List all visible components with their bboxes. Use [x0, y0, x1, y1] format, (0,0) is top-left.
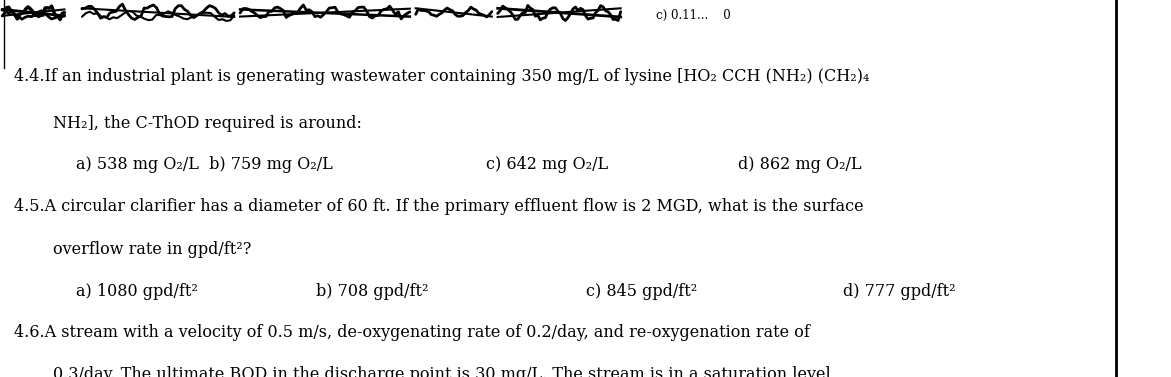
Text: c) 0.11...    0: c) 0.11... 0 — [656, 9, 731, 22]
Text: 0.3/day. The ultimate BOD in the discharge point is 30 mg/L. The stream is in a : 0.3/day. The ultimate BOD in the dischar… — [53, 366, 830, 377]
Text: a) 538 mg O₂/L  b) 759 mg O₂/L: a) 538 mg O₂/L b) 759 mg O₂/L — [76, 156, 333, 173]
Text: 4.4.If an industrial plant is generating wastewater containing 350 mg/L of lysin: 4.4.If an industrial plant is generating… — [14, 68, 869, 85]
Text: c) 845 gpd/ft²: c) 845 gpd/ft² — [586, 283, 697, 300]
Text: 4.5.A circular clarifier has a diameter of 60 ft. If the primary effluent flow i: 4.5.A circular clarifier has a diameter … — [14, 198, 864, 215]
Text: 4.6.A stream with a velocity of 0.5 m/s, de-oxygenating rate of 0.2/day, and re-: 4.6.A stream with a velocity of 0.5 m/s,… — [14, 324, 810, 341]
Text: d) 777 gpd/ft²: d) 777 gpd/ft² — [843, 283, 956, 300]
Text: a) 1080 gpd/ft²: a) 1080 gpd/ft² — [76, 283, 198, 300]
Text: NH₂], the C-ThOD required is around:: NH₂], the C-ThOD required is around: — [53, 115, 362, 132]
Text: b) 708 gpd/ft²: b) 708 gpd/ft² — [316, 283, 429, 300]
Text: overflow rate in gpd/ft²?: overflow rate in gpd/ft²? — [53, 241, 251, 258]
Text: c) 642 mg O₂/L: c) 642 mg O₂/L — [486, 156, 608, 173]
Text: d) 862 mg O₂/L: d) 862 mg O₂/L — [738, 156, 861, 173]
